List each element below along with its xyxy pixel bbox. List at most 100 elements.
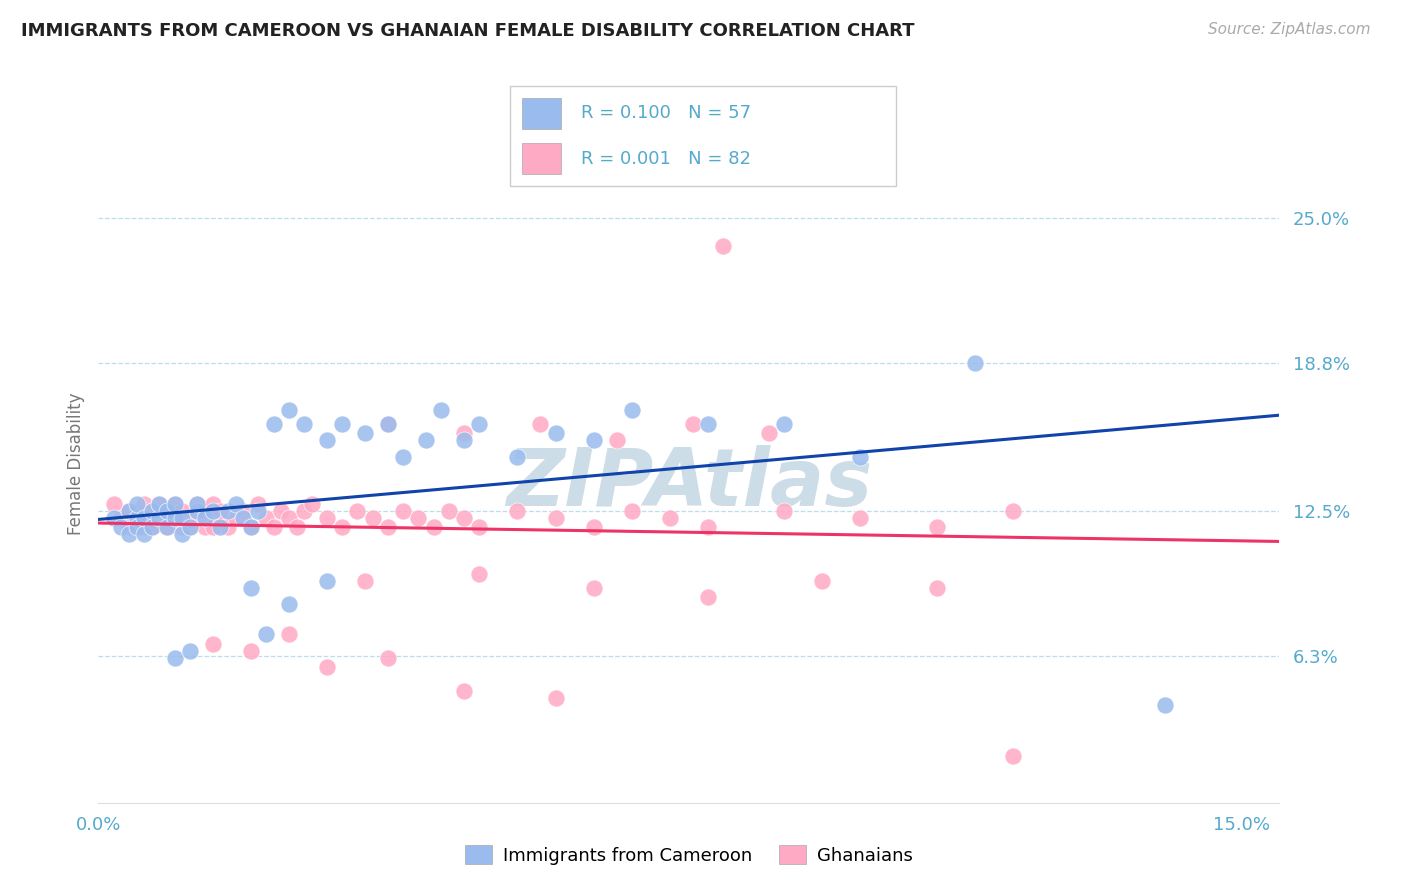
Text: Source: ZipAtlas.com: Source: ZipAtlas.com xyxy=(1208,22,1371,37)
Point xyxy=(277,597,299,611)
Point xyxy=(330,520,353,534)
Point xyxy=(263,417,285,431)
Point xyxy=(361,510,384,524)
Point xyxy=(925,520,948,534)
Point xyxy=(263,520,285,534)
Point xyxy=(194,510,217,524)
Point xyxy=(270,503,292,517)
Point xyxy=(179,520,201,534)
Point xyxy=(430,403,453,417)
Point xyxy=(163,651,186,665)
Point xyxy=(163,510,186,524)
Point xyxy=(316,510,339,524)
Y-axis label: Female Disability: Female Disability xyxy=(66,392,84,535)
Point xyxy=(963,356,986,370)
Bar xyxy=(522,144,561,174)
Point xyxy=(141,520,163,534)
Point xyxy=(1001,749,1024,764)
Point xyxy=(506,450,529,464)
Point xyxy=(408,510,430,524)
Point xyxy=(506,503,529,517)
Point xyxy=(125,510,148,524)
Point xyxy=(697,520,720,534)
Point xyxy=(141,503,163,517)
Bar xyxy=(522,98,561,128)
Point xyxy=(277,510,299,524)
Point xyxy=(201,497,224,511)
Point xyxy=(606,434,628,448)
Point xyxy=(468,417,491,431)
Text: R = 0.001   N = 82: R = 0.001 N = 82 xyxy=(581,150,751,168)
Point xyxy=(172,520,194,534)
Point xyxy=(316,660,339,674)
Point xyxy=(811,574,834,588)
Point xyxy=(186,503,208,517)
Point xyxy=(330,417,353,431)
Point xyxy=(179,520,201,534)
Point xyxy=(277,627,299,641)
Point xyxy=(277,403,299,417)
Point xyxy=(697,590,720,604)
Text: IMMIGRANTS FROM CAMEROON VS GHANAIAN FEMALE DISABILITY CORRELATION CHART: IMMIGRANTS FROM CAMEROON VS GHANAIAN FEM… xyxy=(21,22,914,40)
Point xyxy=(103,510,125,524)
Point xyxy=(118,527,141,541)
Point xyxy=(377,520,399,534)
Point xyxy=(392,450,415,464)
Point xyxy=(1001,503,1024,517)
Point xyxy=(354,426,377,441)
Point xyxy=(110,510,132,524)
Point xyxy=(544,510,567,524)
Point xyxy=(354,574,377,588)
Point xyxy=(437,503,460,517)
Point xyxy=(239,520,262,534)
Point xyxy=(194,520,217,534)
Point xyxy=(254,627,277,641)
Point xyxy=(209,510,232,524)
Point xyxy=(301,497,323,511)
Point xyxy=(110,520,132,534)
Point xyxy=(292,417,315,431)
Point xyxy=(148,510,170,524)
Point xyxy=(658,510,681,524)
Point xyxy=(201,503,224,517)
Point xyxy=(209,503,232,517)
Point xyxy=(544,690,567,705)
Point xyxy=(141,520,163,534)
Point xyxy=(125,520,148,534)
Point xyxy=(285,520,308,534)
Point xyxy=(125,503,148,517)
Point xyxy=(422,520,444,534)
Point xyxy=(582,581,605,595)
Point xyxy=(179,510,201,524)
Point xyxy=(682,417,704,431)
Point xyxy=(156,503,179,517)
Text: R = 0.100   N = 57: R = 0.100 N = 57 xyxy=(581,104,751,122)
Point xyxy=(148,510,170,524)
Point xyxy=(118,520,141,534)
Point xyxy=(415,434,437,448)
Point xyxy=(172,503,194,517)
Point xyxy=(239,520,262,534)
Point xyxy=(179,644,201,658)
Point xyxy=(225,510,247,524)
Point xyxy=(582,520,605,534)
Point xyxy=(316,434,339,448)
Point xyxy=(217,520,239,534)
Point xyxy=(377,417,399,431)
Legend: Immigrants from Cameroon, Ghanaians: Immigrants from Cameroon, Ghanaians xyxy=(458,838,920,871)
Point xyxy=(156,520,179,534)
Point xyxy=(544,426,567,441)
Point xyxy=(163,497,186,511)
Point xyxy=(849,450,872,464)
Point xyxy=(201,637,224,651)
Point xyxy=(172,510,194,524)
Point xyxy=(118,503,141,517)
Point xyxy=(125,510,148,524)
Point xyxy=(156,520,179,534)
Point xyxy=(186,510,208,524)
Point xyxy=(346,503,368,517)
Point xyxy=(292,503,315,517)
Point xyxy=(453,683,475,698)
Point xyxy=(163,497,186,511)
Point xyxy=(529,417,551,431)
